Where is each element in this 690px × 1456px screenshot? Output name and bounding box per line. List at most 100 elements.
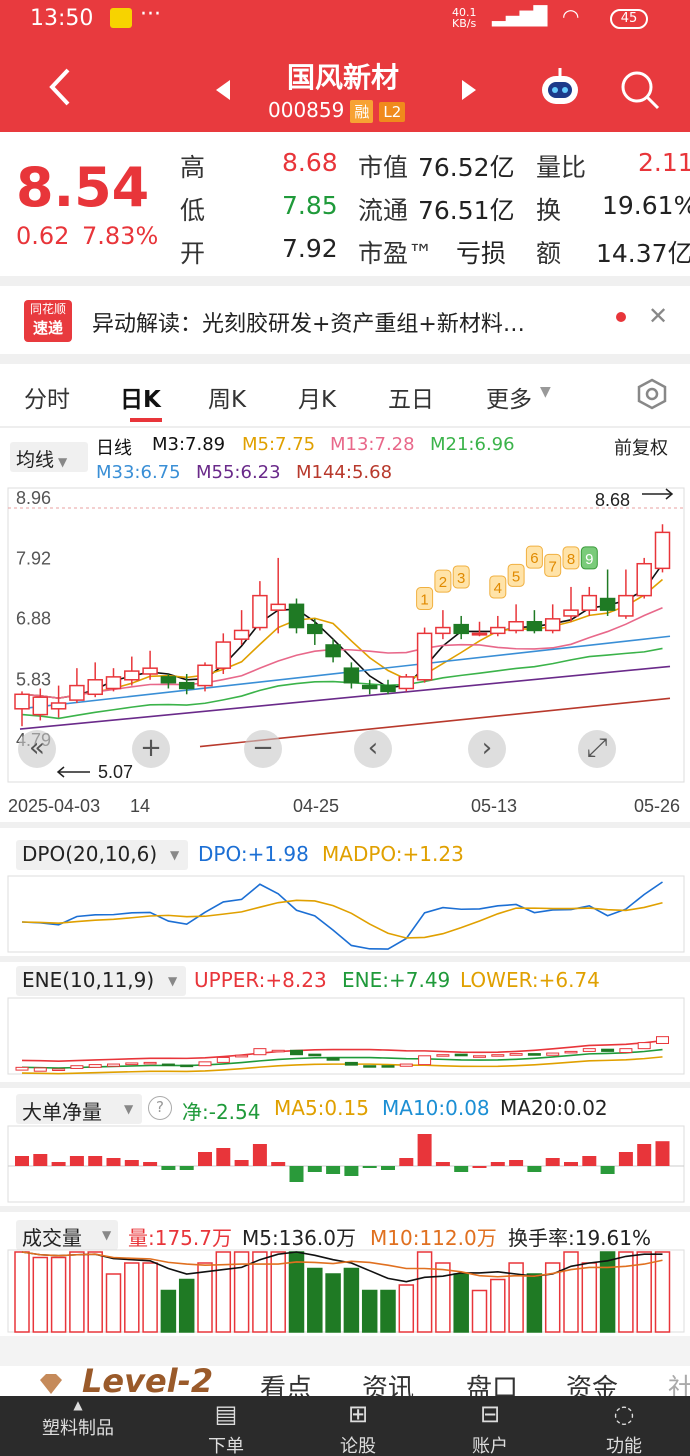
bigorder-bar [69, 1156, 84, 1166]
nav-order-label: 下单 [208, 1436, 244, 1456]
ene-candle [143, 1061, 157, 1065]
back-button[interactable] [40, 62, 80, 112]
kline-chart[interactable]: 8.967.926.885.834.792025-04-031404-2505-… [0, 486, 690, 816]
price-change: 0.62 [16, 222, 70, 250]
volume-bar [618, 1251, 634, 1333]
high-value: 8.68 [282, 148, 338, 177]
volume-bar [325, 1273, 341, 1333]
candle-body [361, 684, 378, 690]
search-button[interactable] [618, 68, 662, 112]
diamond-icon [40, 1374, 62, 1394]
mktcap-label: 市值 [358, 153, 409, 182]
level2-logo[interactable]: Level-2 [82, 1362, 214, 1400]
ene-candle [399, 1063, 413, 1067]
divider [0, 956, 690, 962]
pe-label: 市盈™ [358, 239, 434, 268]
ene-selector[interactable]: ENE(10,11,9) ▼ [16, 966, 186, 996]
ma33-value: M33:6.75 [96, 462, 181, 483]
ma3-value: M3:7.89 [152, 434, 226, 455]
nav-functions[interactable]: ◌ 功能 [584, 1396, 664, 1456]
ene-candle [161, 1063, 175, 1067]
zoom-out-button[interactable]: − [244, 730, 282, 768]
signal-tag [544, 553, 562, 577]
level2-badge: L2 [379, 101, 406, 122]
volume-chart [7, 1249, 685, 1333]
tab-more[interactable]: 更多 [486, 387, 532, 413]
candle-body [50, 702, 67, 710]
float-value: 76.51亿 [418, 196, 515, 225]
triangle-left-icon [216, 80, 230, 100]
triangle-right-icon [462, 80, 476, 100]
ene-candle [509, 1053, 523, 1056]
rewind-button[interactable]: « [18, 730, 56, 768]
dpo-selector[interactable]: DPO(20,10,6) ▼ [16, 840, 188, 870]
ma-period: 日线 [96, 438, 132, 459]
prev-stock-button[interactable] [212, 78, 234, 102]
next-stock-button[interactable] [458, 78, 480, 102]
signal-icon: ▂▄▆█ [492, 6, 548, 27]
help-icon[interactable]: ? [148, 1096, 172, 1120]
bigorder-bar [143, 1162, 158, 1166]
signal-tag-label: 3 [457, 570, 465, 587]
volume-bar [654, 1251, 671, 1333]
adjust-mode[interactable]: 前复权 [614, 438, 668, 459]
candle-body [32, 696, 49, 716]
bigorder-bar [88, 1156, 103, 1166]
zoom-in-button[interactable]: + [132, 730, 170, 768]
signal-tag-label: 9 [585, 551, 593, 568]
scroll-right-button[interactable]: › [468, 730, 506, 768]
tab-intraday[interactable]: 分时 [24, 387, 70, 413]
tab-weekly[interactable]: 周K [208, 387, 247, 413]
document-icon: ▤ [214, 1400, 238, 1428]
divider [0, 1082, 690, 1088]
bigorder-bar [527, 1166, 542, 1172]
volume-selector[interactable]: 成交量 ▼ [16, 1220, 118, 1250]
bigorder-bar [252, 1144, 267, 1166]
chart-frame [7, 487, 685, 783]
ene-upper-value: UPPER:+8.23 [194, 968, 327, 992]
nav-order[interactable]: ▤ 下单 [186, 1396, 266, 1456]
candle-body [508, 620, 524, 632]
volume-bar [380, 1289, 396, 1333]
news-banner[interactable]: 同花顺 速递 异动解读：光刻胶研发+资产重组+新材料… ✕ [0, 288, 690, 352]
chevron-down-icon: ▼ [540, 384, 551, 400]
ene-candle [235, 1054, 249, 1058]
volume-bar [453, 1273, 469, 1333]
y-tick-label: 6.88 [16, 609, 51, 629]
volume-bar [599, 1251, 616, 1333]
ene-candle [418, 1055, 432, 1066]
bigorder-selector[interactable]: 大单净量 ▼ [16, 1094, 142, 1124]
nav-discuss[interactable]: ⊞ 论股 [318, 1396, 398, 1456]
ma55-line [19, 665, 671, 730]
scroll-left-button[interactable]: ‹ [354, 730, 392, 768]
bigorder-name: 大单净量 [22, 1100, 102, 1124]
fullscreen-button[interactable]: ⤢ [578, 730, 616, 768]
tab-monthly[interactable]: 月K [298, 387, 337, 413]
bigorder-bar [179, 1166, 194, 1170]
ene-candle [601, 1048, 615, 1052]
nav-industry[interactable]: ▲ 塑料制品 [38, 1396, 118, 1456]
ma55-value: M55:6.23 [196, 462, 281, 483]
network-speed: 40.1 KB/s [452, 6, 477, 30]
bigorder-chart [7, 1125, 685, 1203]
ene-name: ENE(10,11,9) [22, 968, 155, 992]
robot-assistant-button[interactable] [538, 66, 582, 110]
nav-account[interactable]: ⊟ 账户 [450, 1396, 530, 1456]
ma21-line [21, 647, 663, 720]
circle-icon: ◌ [613, 1400, 635, 1428]
volume-bar [50, 1256, 67, 1333]
tab-5day[interactable]: 五日 [388, 387, 434, 413]
tab-daily[interactable]: 日K [120, 387, 161, 413]
ma-selector[interactable]: 均线 ▼ [10, 442, 88, 472]
chevron-down-icon: ▼ [102, 1228, 112, 1242]
close-icon[interactable]: ✕ [648, 302, 669, 330]
ene-candle [344, 1061, 358, 1066]
volume-bar [581, 1262, 598, 1333]
back-arrow-icon [49, 68, 70, 106]
settings-hexagon-icon[interactable] [636, 378, 668, 410]
volume-bar [124, 1262, 140, 1333]
panel-frame [7, 875, 685, 953]
ma-selector-label: 均线 [16, 449, 55, 471]
pe-value: 亏损 [456, 239, 507, 268]
turnover-rate-label: 换手率:19.61% [508, 1222, 651, 1251]
